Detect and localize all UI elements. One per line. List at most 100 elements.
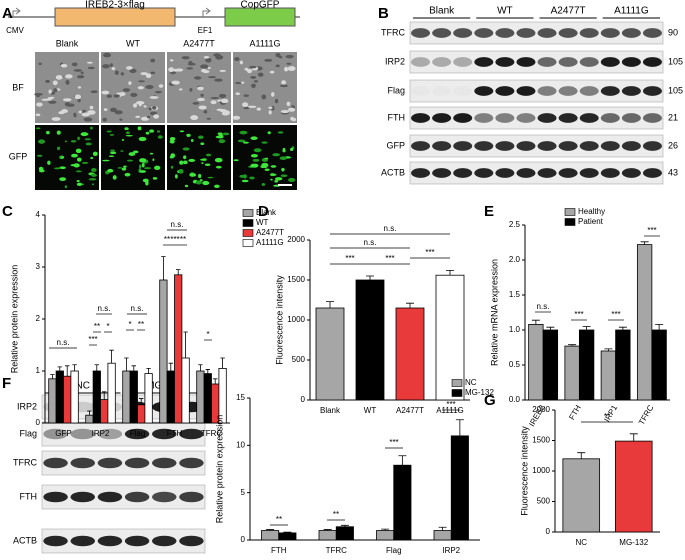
legend-label: A1111G <box>256 238 284 247</box>
x-tick-label: TFRC <box>637 403 656 426</box>
cell <box>140 72 148 76</box>
blot-band <box>537 168 557 178</box>
blot-row-label: TFRC <box>381 27 405 37</box>
reporter-box <box>224 7 296 27</box>
cell <box>138 80 146 83</box>
blot-band <box>152 457 177 469</box>
cell <box>126 66 133 70</box>
error-bar <box>146 368 151 374</box>
error-bar <box>398 455 407 466</box>
significance-label: n.s. <box>364 238 377 247</box>
group-label: Blank <box>429 6 455 17</box>
bar <box>48 378 57 424</box>
y-tick-label: 2.5 <box>509 220 521 229</box>
blot-row-label: TFRC <box>13 457 37 467</box>
gfp-cell <box>81 161 89 164</box>
gfp-cell <box>218 134 224 139</box>
gfp-cell <box>182 147 190 151</box>
gfp-cell <box>169 136 176 141</box>
blot-band <box>642 141 662 151</box>
gfp-cell <box>53 167 62 170</box>
bar <box>181 357 190 424</box>
error-bar <box>531 319 540 325</box>
gfp-cell <box>198 135 204 140</box>
cell <box>71 62 78 67</box>
cell <box>143 105 147 108</box>
group-label: A1111G <box>614 6 649 17</box>
blot-band <box>516 113 536 123</box>
blot-band <box>43 491 68 503</box>
bar <box>578 329 595 401</box>
error-bar <box>131 365 137 371</box>
gfp-cell <box>64 185 68 189</box>
bar <box>433 530 452 541</box>
blot-band <box>600 86 620 96</box>
blot-band <box>621 113 641 123</box>
error-bar <box>87 410 92 416</box>
cell <box>271 92 275 97</box>
significance-label: *** <box>385 254 394 263</box>
panel-label: A <box>2 5 13 22</box>
cell <box>288 107 296 112</box>
error-bar <box>582 326 591 330</box>
gfp-cell <box>261 141 268 144</box>
cell <box>36 102 43 107</box>
cell <box>129 68 137 74</box>
error-bar <box>266 529 275 531</box>
cell <box>203 55 210 59</box>
gfp-cell <box>76 182 83 187</box>
blot-strip <box>409 79 664 103</box>
error-bar <box>109 349 114 364</box>
significance-label: * <box>106 322 109 331</box>
cell <box>114 110 123 115</box>
blot-band <box>558 28 578 38</box>
cell <box>235 92 240 96</box>
gfp-cell <box>59 177 67 182</box>
blot-strip <box>41 528 206 554</box>
panel-label: G <box>484 392 496 409</box>
x-tick-label: A2477T <box>396 406 424 415</box>
blot-band <box>411 86 430 96</box>
significance-label: n.s. <box>537 302 550 311</box>
blot-band <box>97 491 123 503</box>
error-bar <box>175 269 181 275</box>
error-bar <box>72 364 77 371</box>
reporter-label: CopGFP <box>241 0 280 11</box>
y-tick-label: 500 <box>292 355 306 364</box>
column-label: WT <box>126 38 140 48</box>
bar <box>542 329 559 401</box>
x-tick-label: Flag <box>130 429 146 438</box>
gfp-cell <box>138 136 147 142</box>
cell <box>281 80 287 85</box>
cell <box>286 101 291 107</box>
cell <box>221 111 230 116</box>
gfp-cell <box>85 142 92 146</box>
cell <box>150 58 156 63</box>
gfp-cell <box>183 155 187 160</box>
gfp-cell <box>218 139 226 144</box>
gfp-cell <box>145 131 150 135</box>
blot-row-label: Flag <box>19 428 37 438</box>
x-tick-label: Flag <box>386 546 402 555</box>
cell <box>78 110 82 114</box>
error-bar <box>381 528 390 531</box>
cell <box>242 102 249 108</box>
cell <box>261 94 267 100</box>
significance-label: *** <box>170 235 179 244</box>
cell <box>254 79 259 83</box>
error-bar <box>366 275 374 280</box>
panel-label: D <box>258 203 269 220</box>
promoter-arrow <box>12 7 21 17</box>
promoter-label: EF1 <box>198 26 213 35</box>
y-tick-label: 3 <box>36 262 41 271</box>
blot-band <box>474 28 494 38</box>
blot-band <box>124 428 150 440</box>
gfp-cell <box>264 157 269 160</box>
error-bar <box>283 531 292 533</box>
blot-band <box>516 28 536 38</box>
cell <box>128 81 132 85</box>
bar <box>315 307 345 401</box>
blot-band <box>474 141 494 151</box>
gfp-cell <box>201 162 204 165</box>
cell <box>140 116 149 121</box>
